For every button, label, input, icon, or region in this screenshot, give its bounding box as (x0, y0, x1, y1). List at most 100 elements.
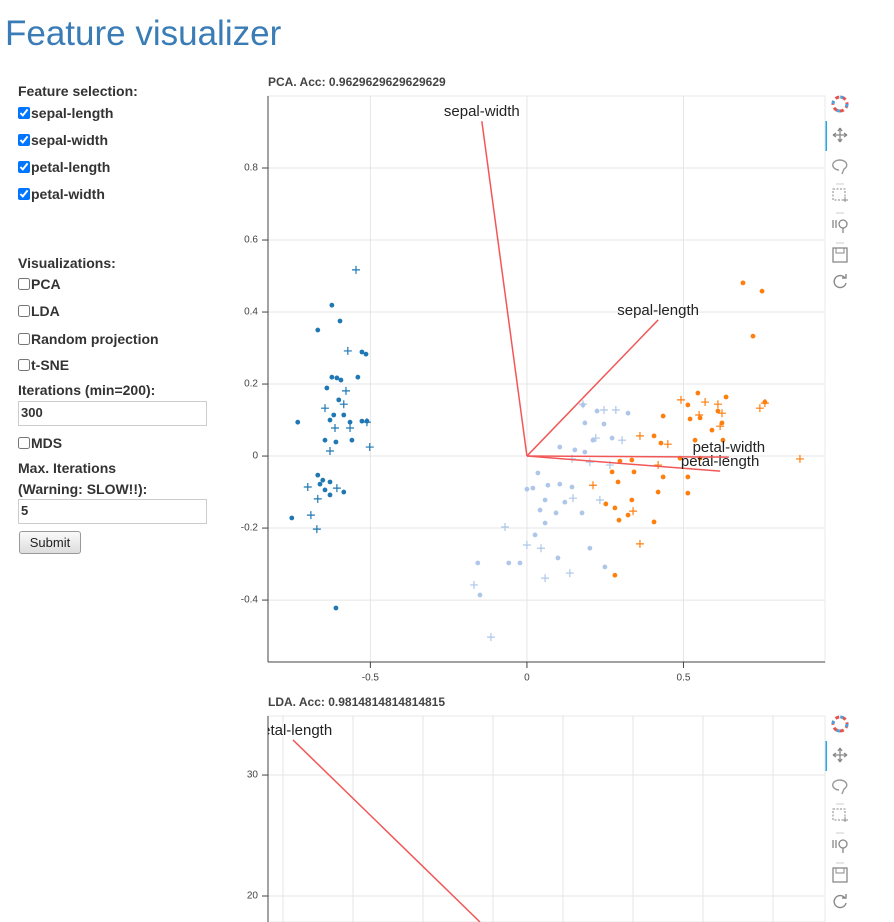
point (338, 377, 344, 383)
point (565, 569, 574, 578)
y-tick-label: 0 (252, 451, 258, 462)
page-title: Feature visualizer (5, 14, 282, 53)
point (579, 510, 585, 516)
point (313, 494, 322, 503)
point (625, 512, 631, 518)
field-label: Max. Iterations (18, 460, 117, 476)
feature-option[interactable]: petal-length (18, 158, 110, 176)
point (327, 492, 333, 498)
y-tick-label: 20 (247, 891, 259, 902)
checkbox[interactable] (18, 278, 30, 290)
submit-button[interactable]: Submit (19, 531, 81, 554)
point (336, 397, 342, 403)
plot-area: sepal-lengthsepal-widthpetal-lengthpetal… (289, 103, 804, 642)
point (611, 405, 620, 414)
point (612, 572, 618, 578)
point (582, 420, 588, 426)
point (631, 469, 637, 475)
checkbox-label: sepal-length (31, 105, 114, 121)
point (303, 483, 312, 492)
point (351, 265, 360, 274)
text-input[interactable]: 300 (18, 401, 207, 426)
checkbox-label: LDA (31, 303, 60, 319)
point (362, 418, 371, 427)
checkbox[interactable] (18, 134, 30, 146)
point (333, 439, 339, 445)
point (717, 409, 726, 418)
point (332, 484, 341, 493)
point (585, 458, 594, 467)
checkbox[interactable] (18, 305, 30, 317)
feature-option[interactable]: petal-width (18, 185, 105, 203)
checkbox[interactable] (18, 437, 30, 449)
y-tick-label: 0.2 (244, 379, 258, 390)
point (532, 532, 538, 538)
checkbox[interactable] (18, 359, 30, 371)
point (363, 351, 369, 357)
point (339, 400, 348, 409)
y-tick-label: 30 (247, 770, 259, 781)
point (334, 375, 340, 381)
point (475, 560, 481, 566)
point (629, 497, 635, 503)
point (289, 515, 295, 521)
point (590, 437, 596, 443)
loading-line (481, 121, 528, 457)
point (341, 386, 350, 395)
point (716, 422, 725, 431)
checkbox-label: Random projection (31, 331, 159, 347)
loading-label: petal-width (693, 439, 766, 456)
point (692, 437, 698, 443)
point (343, 346, 352, 355)
point (320, 404, 329, 413)
point (530, 485, 536, 491)
checkbox-label: PCA (31, 276, 61, 292)
point (329, 302, 335, 308)
point (327, 417, 333, 423)
point (568, 494, 577, 503)
toolbar[interactable] (823, 95, 850, 290)
point (522, 540, 531, 549)
point (795, 454, 804, 463)
method-option[interactable]: LDA (18, 302, 60, 320)
point (486, 633, 495, 642)
checkbox[interactable] (18, 188, 30, 200)
loading-label: sepal-length (617, 302, 699, 319)
method-option[interactable]: Random projection (18, 330, 159, 348)
feature-option[interactable]: sepal-width (18, 131, 108, 149)
point (582, 449, 588, 455)
point (658, 440, 664, 446)
method-option[interactable]: PCA (18, 275, 61, 293)
point (562, 499, 568, 505)
method-option[interactable]: t-SNE (18, 356, 69, 374)
point (591, 434, 600, 443)
point (501, 522, 510, 531)
toolbar[interactable] (823, 715, 850, 910)
point (660, 413, 666, 419)
y-tick-label: 0.6 (244, 235, 258, 246)
point (676, 395, 685, 404)
text-input[interactable]: 5 (18, 499, 207, 524)
checkbox[interactable] (18, 161, 30, 173)
point (365, 443, 374, 452)
point (612, 505, 618, 511)
point (635, 539, 644, 548)
point (685, 490, 691, 496)
point (651, 519, 657, 525)
point (625, 410, 631, 416)
point (325, 447, 334, 456)
point (719, 420, 725, 426)
point (740, 280, 746, 286)
method-option[interactable]: MDS (18, 434, 62, 452)
point (587, 545, 593, 551)
point (346, 423, 355, 432)
checkbox[interactable] (18, 107, 30, 119)
point (695, 411, 704, 420)
point (609, 435, 615, 441)
checkbox[interactable] (18, 333, 30, 345)
point (312, 525, 321, 534)
point (595, 495, 604, 504)
feature-option[interactable]: sepal-length (18, 104, 113, 122)
point (337, 318, 343, 324)
